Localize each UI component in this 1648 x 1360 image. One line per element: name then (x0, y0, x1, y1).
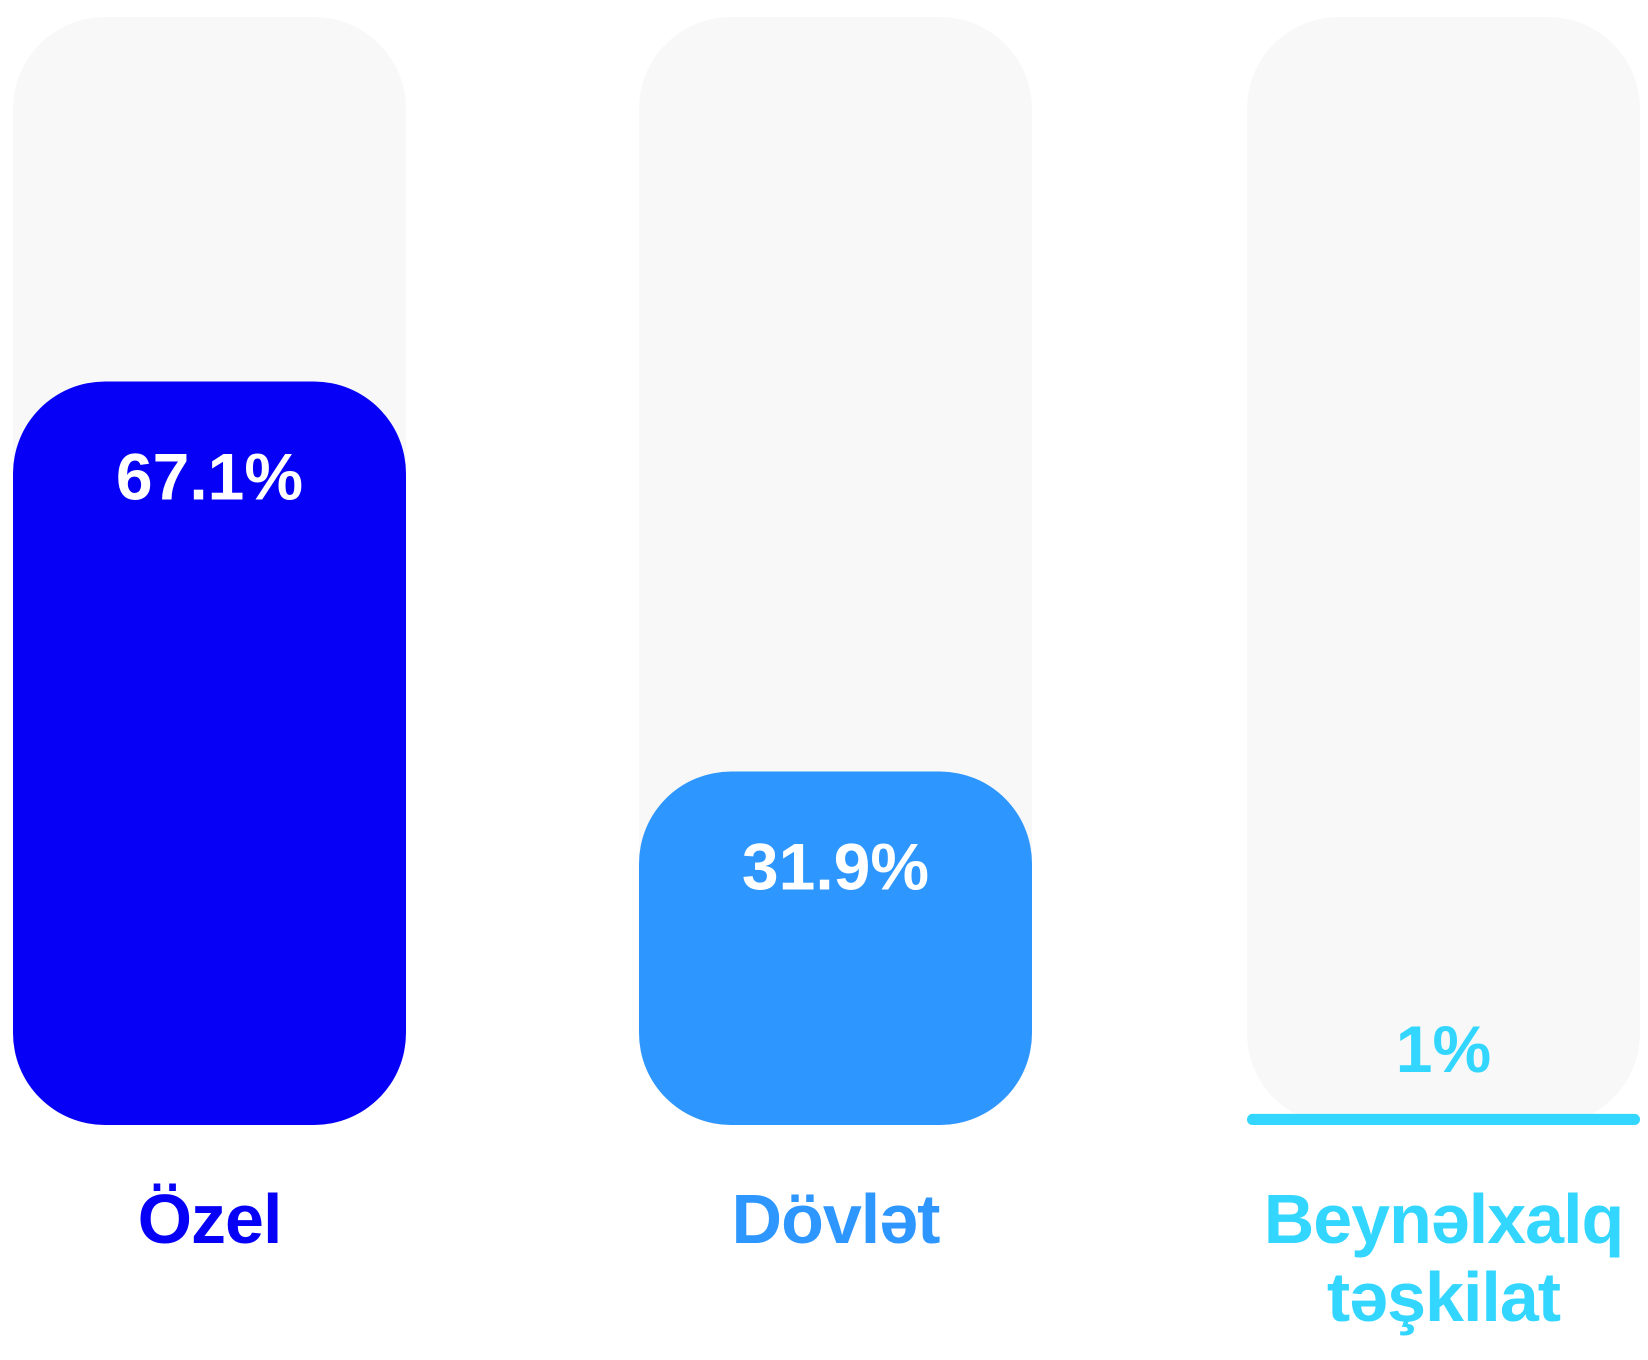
category-label: Dövlət (731, 1180, 941, 1258)
value-label: 67.1% (116, 440, 303, 514)
bar-track (1247, 17, 1640, 1125)
bar (1247, 1113, 1640, 1125)
category-label: Özel (137, 1180, 283, 1258)
category-label: Beynəlxalq təşkilat (1263, 1180, 1625, 1336)
bar (13, 381, 406, 1126)
value-label: 1% (1396, 1012, 1491, 1086)
value-label: 31.9% (742, 830, 929, 904)
bar (639, 771, 1032, 1125)
